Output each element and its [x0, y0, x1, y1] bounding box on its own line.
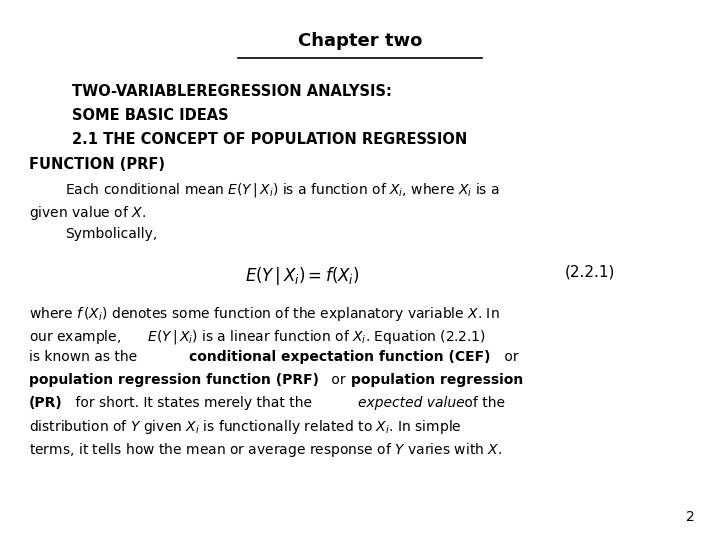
Text: or: or [327, 373, 350, 387]
Text: Symbolically,: Symbolically, [65, 227, 157, 241]
Text: $E(Y\,|\,X_i) = f(X_i)$: $E(Y\,|\,X_i) = f(X_i)$ [245, 265, 360, 287]
Text: Chapter two: Chapter two [298, 32, 422, 50]
Text: population regression function (PRF): population regression function (PRF) [29, 373, 319, 387]
Text: SOME BASIC IDEAS: SOME BASIC IDEAS [72, 108, 229, 123]
Text: Each conditional mean $E(Y\,|\,X_i)$ is a function of $X_i$, where $X_i$ is a: Each conditional mean $E(Y\,|\,X_i)$ is … [65, 181, 500, 199]
Text: or: or [500, 350, 518, 365]
Text: given value of $X$.: given value of $X$. [29, 204, 146, 222]
Text: population regression: population regression [351, 373, 523, 387]
Text: TWO-VARIABLEREGRESSION ANALYSIS:: TWO-VARIABLEREGRESSION ANALYSIS: [72, 84, 392, 99]
Text: (2.2.1): (2.2.1) [565, 265, 616, 280]
Text: conditional expectation function (CEF): conditional expectation function (CEF) [189, 350, 491, 365]
Text: terms, it tells how the mean or average response of $Y$ varies with $X$.: terms, it tells how the mean or average … [29, 441, 502, 459]
Text: FUNCTION (PRF): FUNCTION (PRF) [29, 157, 165, 172]
Text: 2.1 THE CONCEPT OF POPULATION REGRESSION: 2.1 THE CONCEPT OF POPULATION REGRESSION [72, 132, 467, 147]
Text: distribution of $Y$ given $X_i$ is functionally related to $X_i$. In simple: distribution of $Y$ given $X_i$ is funct… [29, 418, 462, 436]
Text: is known as the: is known as the [29, 350, 141, 365]
Text: expected value: expected value [358, 396, 464, 410]
Text: for short. It states merely that the: for short. It states merely that the [71, 396, 317, 410]
Text: our example,      $E(Y\,|\,X_i)$ is a linear function of $X_i$. Equation (2.2.1): our example, $E(Y\,|\,X_i)$ is a linear … [29, 328, 486, 346]
Text: where $f\,(X_i)$ denotes some function of the explanatory variable $X$. In: where $f\,(X_i)$ denotes some function o… [29, 305, 500, 323]
Text: of the: of the [460, 396, 505, 410]
Text: 2: 2 [686, 510, 695, 524]
Text: (PR): (PR) [29, 396, 63, 410]
